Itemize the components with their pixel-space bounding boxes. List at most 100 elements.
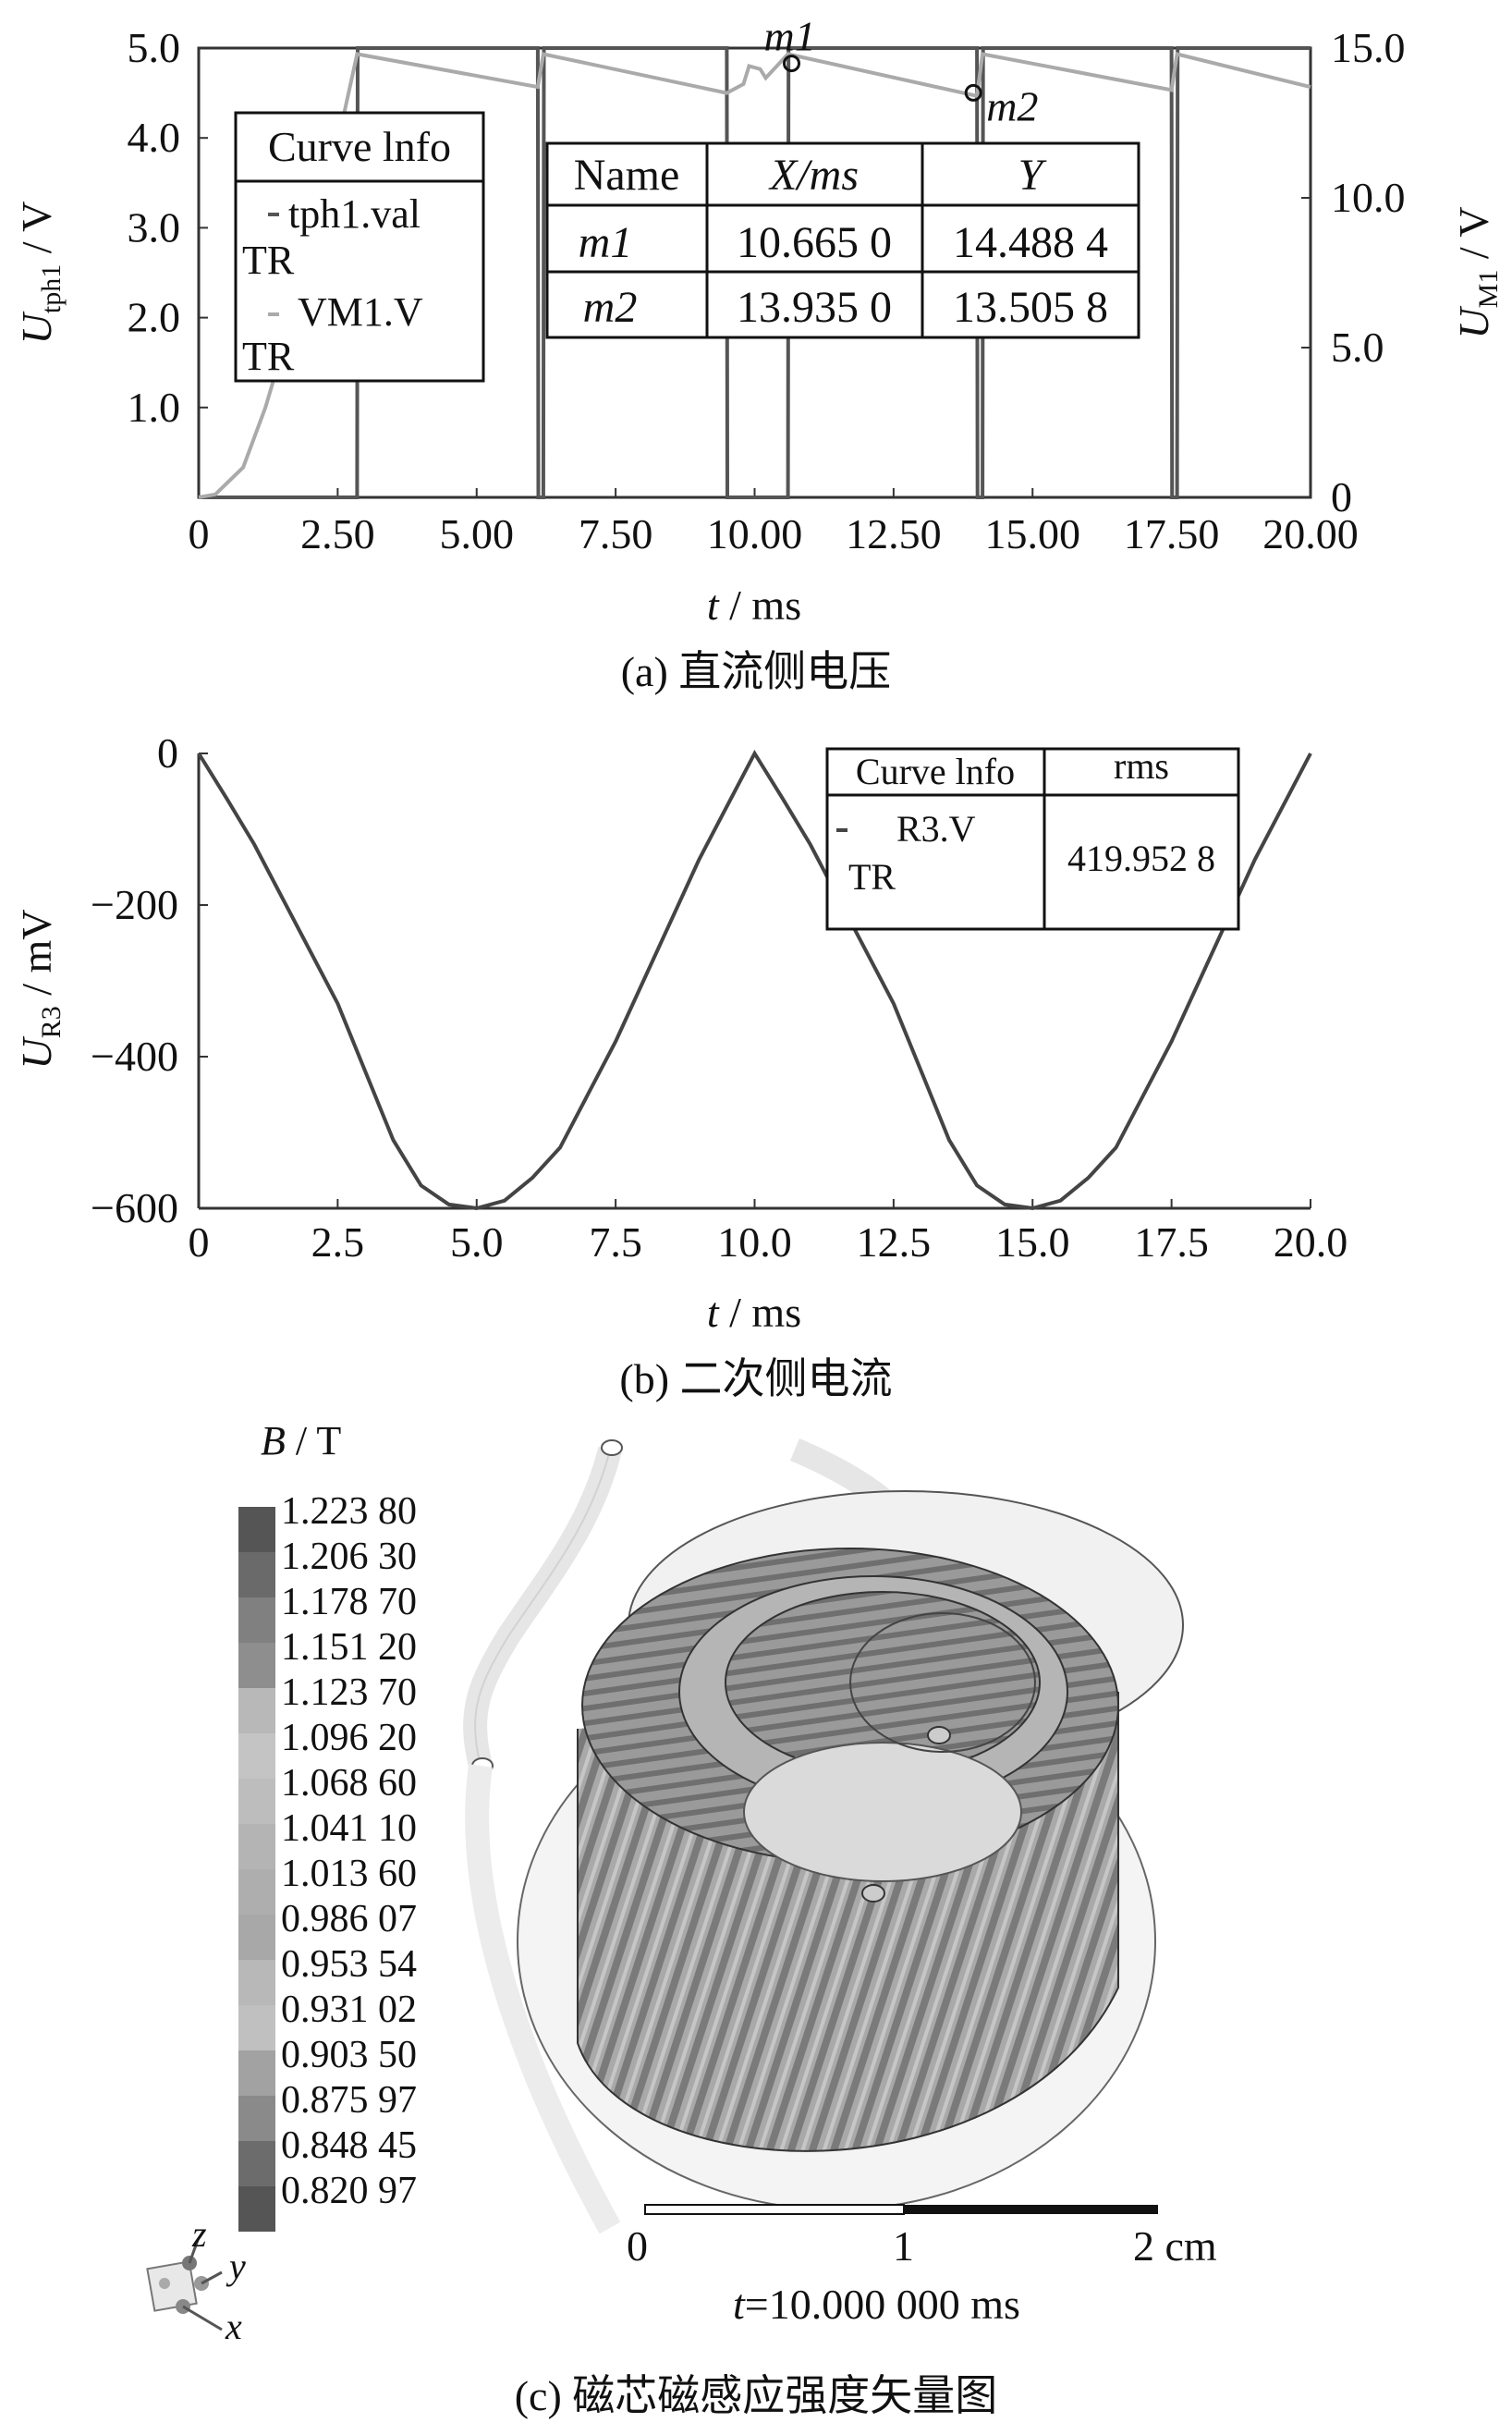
chart-a-yticks-right: 0 5.0 10.0 15.0 bbox=[1301, 24, 1406, 520]
colorbar-label: 0.848 45 bbox=[281, 2124, 417, 2167]
x-tick-label: 5.0 bbox=[450, 1218, 504, 1266]
colorbar-label: 0.903 50 bbox=[281, 2034, 417, 2076]
chart-a: 0 2.50 5.00 7.50 10.00 12.50 15.00 17.50 20.00 1… bbox=[13, 13, 1504, 629]
colorbar-label: 1.041 10 bbox=[281, 1807, 417, 1850]
axis-label-x: x bbox=[225, 2306, 242, 2347]
x-tick-label: 0 bbox=[189, 510, 210, 557]
y-tick-label-left: 1.0 bbox=[128, 384, 181, 431]
y-tick-label-left: 3.0 bbox=[128, 203, 181, 251]
table-row-m1-name: m1 bbox=[579, 218, 633, 267]
x-tick-label: 2.50 bbox=[300, 510, 375, 557]
colorbar-swatch bbox=[238, 1552, 275, 1597]
magnetic-core bbox=[577, 1548, 1119, 2152]
table-row-m1-y: 14.488 4 bbox=[953, 218, 1108, 267]
x-tick-label: 17.5 bbox=[1134, 1218, 1209, 1266]
y-tick-label-left: 4.0 bbox=[128, 114, 181, 161]
table-header-name: Name bbox=[574, 151, 680, 200]
scale-bar: 0 1 2 cm bbox=[627, 2204, 1217, 2270]
marker-label-m1: m1 bbox=[763, 13, 815, 60]
chart-a-ylabel-right: UM1 / V bbox=[1450, 206, 1504, 338]
time-label: t=10.000 000 ms bbox=[733, 2281, 1020, 2328]
colorbar-label: 1.123 70 bbox=[281, 1671, 417, 1714]
legend-entry-vm1: VM1.V bbox=[298, 289, 423, 335]
legend-entry-tph1: tph1.val bbox=[288, 191, 421, 237]
colorbar-label: 0.953 54 bbox=[281, 1943, 417, 1986]
table-header-y: Y bbox=[1018, 151, 1047, 200]
scale-label-0: 0 bbox=[627, 2222, 648, 2270]
colorbar-swatch bbox=[238, 1733, 275, 1779]
legend-entry-vm1-tr: TR bbox=[242, 334, 295, 379]
colorbar-label: 1.151 20 bbox=[281, 1626, 417, 1669]
colorbar-swatch bbox=[238, 1597, 275, 1643]
legend-entry-tph1-tr: TR bbox=[242, 238, 295, 283]
colorbar-swatch bbox=[238, 2186, 275, 2232]
legend-header: Curve lnfo bbox=[268, 123, 451, 170]
chart-b-series bbox=[197, 749, 1312, 1211]
caption-c: (c) 磁芯磁感应强度矢量图 bbox=[514, 2372, 998, 2419]
axis-label-z: z bbox=[191, 2213, 207, 2255]
caption-b: (b) 二次侧电流 bbox=[619, 1355, 893, 1402]
scale-label-1: 1 bbox=[893, 2222, 914, 2270]
y-tick-label: −200 bbox=[91, 881, 178, 928]
legend-b-header: Curve lnfo bbox=[856, 751, 1015, 792]
chart-a-xlabel: t / ms bbox=[707, 581, 801, 629]
marker-label-m2: m2 bbox=[986, 82, 1038, 129]
table-row-m2-name: m2 bbox=[583, 283, 638, 332]
caption-a: (a) 直流侧电压 bbox=[620, 648, 892, 695]
colorbar-label: 0.875 97 bbox=[281, 2079, 417, 2122]
x-tick-label: 10.0 bbox=[717, 1218, 792, 1266]
colorbar-swatch bbox=[238, 1915, 275, 1960]
x-tick-label: 7.5 bbox=[589, 1218, 642, 1266]
x-tick-label: 0 bbox=[189, 1218, 210, 1266]
chart-a-legend: Curve lnfo tph1.val TR VM1.V TR bbox=[234, 111, 485, 383]
y-tick-label: −600 bbox=[91, 1184, 178, 1231]
chart-b-legend: Curve lnfo rms R3.V TR 419.952 8 bbox=[825, 745, 1240, 931]
y-tick-label-right: 15.0 bbox=[1331, 24, 1406, 71]
x-tick-label: 7.50 bbox=[579, 510, 653, 557]
colorbar-swatch bbox=[238, 1643, 275, 1688]
chart-a-yticks-left: 1.0 2.0 3.0 4.0 5.0 bbox=[128, 24, 208, 431]
chart-b-ylabel: UR3 / mV bbox=[13, 909, 67, 1069]
y-tick-label: 0 bbox=[157, 729, 178, 777]
axis-label-y: y bbox=[226, 2246, 246, 2287]
colorbar-swatch bbox=[238, 2050, 275, 2096]
x-tick-label: 15.00 bbox=[985, 510, 1081, 557]
colorbar-swatch bbox=[238, 1824, 275, 1869]
x-tick-label: 5.00 bbox=[440, 510, 515, 557]
y-tick-label-right: 5.0 bbox=[1331, 324, 1384, 371]
x-tick-label: 17.50 bbox=[1124, 510, 1220, 557]
table-header-x: X/ms bbox=[768, 151, 859, 200]
colorbar-swatch bbox=[238, 2141, 275, 2186]
legend-b-entry-tr: TR bbox=[848, 856, 896, 898]
colorbar-swatch bbox=[238, 1779, 275, 1824]
colorbar-label: 1.223 80 bbox=[281, 1490, 417, 1533]
y-tick-label-left: 5.0 bbox=[128, 24, 181, 71]
x-tick-label: 15.0 bbox=[995, 1218, 1070, 1266]
y-tick-label-right: 10.0 bbox=[1331, 174, 1406, 221]
table-row-m2-y: 13.505 8 bbox=[953, 283, 1108, 332]
colorbar-swatch bbox=[238, 2005, 275, 2050]
colorbar-label: 1.178 70 bbox=[281, 1581, 417, 1623]
legend-b-entry: R3.V bbox=[896, 808, 976, 850]
colorbar-swatch bbox=[238, 1960, 275, 2005]
chart-b-xlabel: t / ms bbox=[707, 1289, 801, 1336]
y-tick-label-right: 0 bbox=[1331, 473, 1352, 520]
colorbar-swatch bbox=[238, 1688, 275, 1733]
table-row-m2-x: 13.935 0 bbox=[737, 283, 892, 332]
chart-b-xticks: 0 2.5 5.0 7.5 10.0 12.5 15.0 17.5 20.0 bbox=[189, 1199, 1347, 1266]
colorbar-label: 1.068 60 bbox=[281, 1762, 417, 1805]
colorbar-swatch bbox=[238, 1507, 275, 1552]
colorbar-label: 0.931 02 bbox=[281, 1989, 417, 2031]
legend-b-rms-header: rms bbox=[1114, 745, 1169, 787]
colorbar: 1.223 801.206 301.178 701.151 201.123 70… bbox=[238, 1490, 417, 2232]
colorbar-label: 1.206 30 bbox=[281, 1536, 417, 1578]
y-tick-label: −400 bbox=[91, 1033, 178, 1080]
legend-b-rms-value: 419.952 8 bbox=[1067, 838, 1215, 879]
colorbar-swatch bbox=[238, 2096, 275, 2141]
x-tick-label: 2.5 bbox=[311, 1218, 365, 1266]
colorbar-label: 1.096 20 bbox=[281, 1717, 417, 1759]
chart-a-marker-table: Name X/ms Y m1 10.665 0 14.488 4 m2 13.9… bbox=[545, 141, 1140, 339]
colorbar-swatch bbox=[238, 1869, 275, 1915]
colorbar-label: 0.986 07 bbox=[281, 1898, 417, 1940]
y-tick-label-left: 2.0 bbox=[128, 294, 181, 341]
